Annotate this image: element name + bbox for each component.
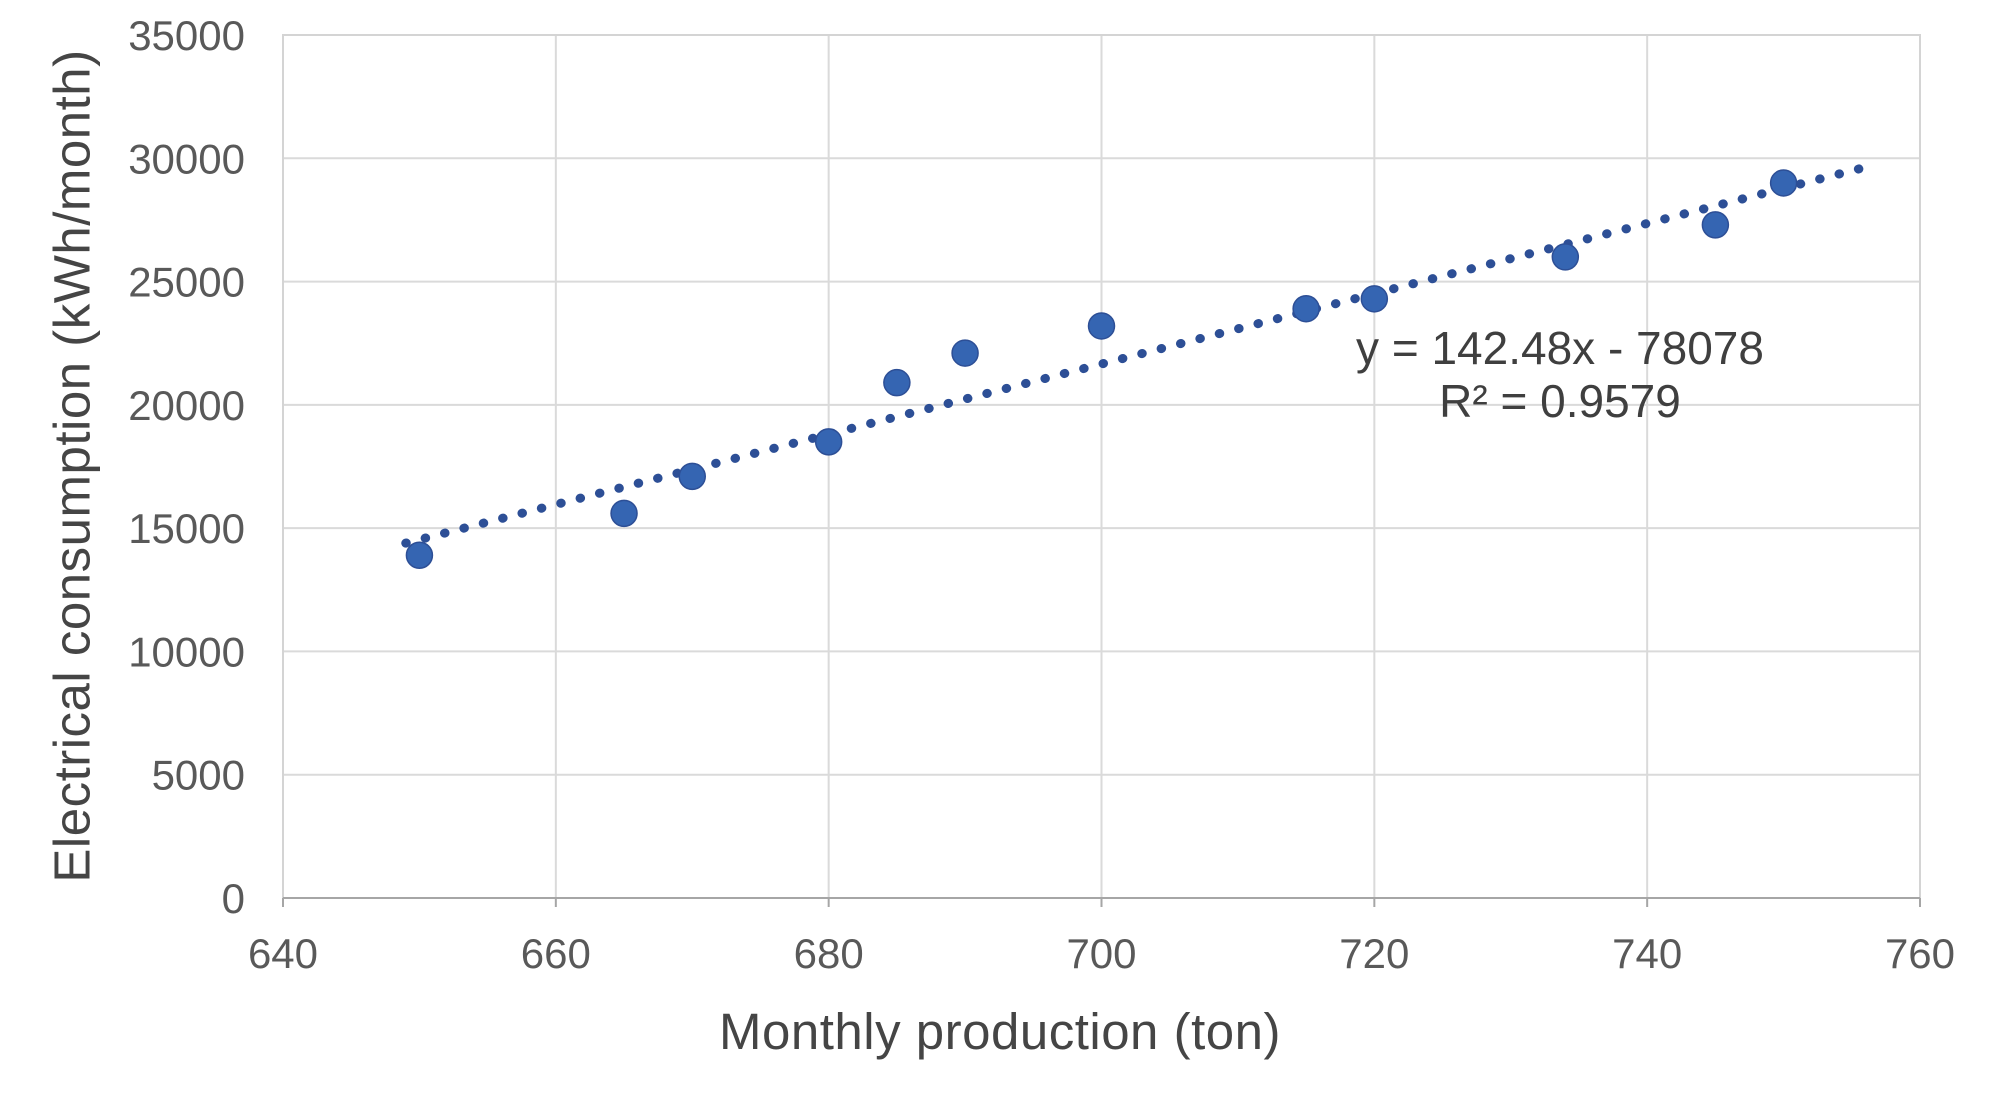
y-tick-label: 5000 [152, 752, 245, 799]
y-tick-label: 10000 [128, 628, 245, 675]
x-tick-label: 760 [1885, 930, 1955, 977]
data-point [1701, 211, 1730, 239]
trendline-equation: y = 142.48x - 78078 [1356, 322, 1764, 374]
x-tick-label: 640 [248, 930, 318, 977]
data-point [1769, 169, 1798, 197]
x-tick-label: 660 [521, 930, 591, 977]
y-tick-label: 15000 [128, 505, 245, 552]
x-tick-label: 700 [1066, 930, 1136, 977]
x-tick-label: 680 [794, 930, 864, 977]
y-tick-label: 0 [222, 875, 245, 922]
data-point [951, 339, 979, 367]
trendline-r2: R² = 0.9579 [1439, 375, 1681, 427]
data-point [1292, 294, 1320, 323]
x-tick-label: 740 [1612, 930, 1682, 977]
y-tick-label: 35000 [128, 12, 245, 59]
data-point [883, 368, 911, 397]
data-point [814, 428, 843, 456]
y-axis-title: Electrical consumption (kWh/month) [43, 49, 101, 883]
y-tick-label: 20000 [128, 382, 245, 429]
data-point [1087, 312, 1116, 340]
x-axis-title: Monthly production (ton) [719, 1003, 1281, 1060]
y-tick-label: 25000 [128, 259, 245, 306]
data-point [405, 541, 434, 570]
data-point [610, 499, 638, 528]
data-point [1360, 285, 1389, 313]
trendline-labels: y = 142.48x - 78078 R² = 0.9579 [1356, 322, 1764, 428]
trendline [401, 162, 1870, 548]
data-point [678, 462, 706, 491]
data-point [1551, 243, 1580, 271]
y-tick-label: 30000 [128, 135, 245, 182]
x-tick-label: 720 [1339, 930, 1409, 977]
